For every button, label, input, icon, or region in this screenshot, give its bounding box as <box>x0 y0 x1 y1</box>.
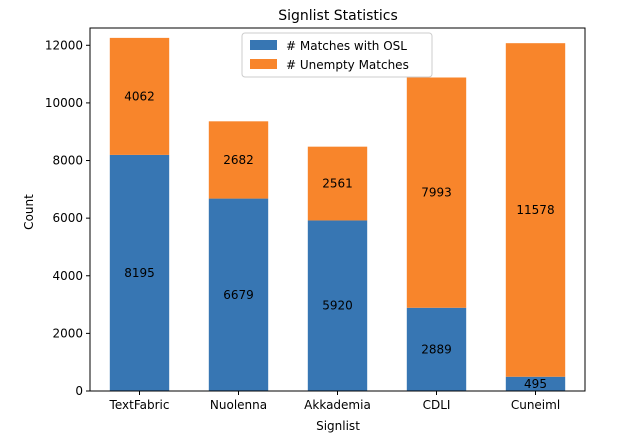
bar-textfabric-series-2 <box>109 37 170 155</box>
x-tick-label: Cuneiml <box>511 398 560 412</box>
y-tick-label: 12000 <box>45 38 83 52</box>
y-tick-label: 8000 <box>52 154 83 168</box>
data-label: 5920 <box>322 299 353 313</box>
legend-swatch <box>250 59 277 69</box>
bar-textfabric-series-1 <box>109 154 170 391</box>
y-axis-label: Count <box>22 194 36 230</box>
y-tick-label: 0 <box>75 384 83 398</box>
data-label: 495 <box>524 377 547 391</box>
chart-title: Signlist Statistics <box>278 8 398 24</box>
x-tick-label: CDLI <box>423 398 451 412</box>
data-label: 2889 <box>421 342 452 356</box>
data-label: 7993 <box>421 186 452 200</box>
bar-cuneiml-series-1 <box>505 376 566 391</box>
x-tick-label: TextFabric <box>109 398 170 412</box>
bars-layer <box>109 37 566 391</box>
bar-cdli-series-1 <box>406 307 467 391</box>
legend-swatch <box>250 40 277 50</box>
y-tick-label: 10000 <box>45 96 83 110</box>
x-tick-label: Akkademia <box>304 398 371 412</box>
axes-layer: 0 2000 4000 6000 8000 10000 12000 TextFabric Nuo… <box>45 27 586 412</box>
data-label: 4062 <box>124 89 155 103</box>
data-label: 2561 <box>322 177 353 191</box>
y-tick-label: 6000 <box>52 211 83 225</box>
bar-nuolenna-series-1 <box>208 198 269 391</box>
legend-box <box>241 32 433 78</box>
bar-cuneiml-series-2 <box>505 43 566 377</box>
data-label: 2682 <box>223 153 254 167</box>
data-label: 6679 <box>223 288 254 302</box>
legend-entry: # Matches with OSL <box>286 39 407 53</box>
x-tick-label: Nuolenna <box>210 398 267 412</box>
bar-akkademia-series-1 <box>307 220 368 391</box>
legend-entry: # Unempty Matches <box>286 58 409 72</box>
bar-nuolenna-series-2 <box>208 121 269 199</box>
legend: # Matches with OSL # Unempty Matches <box>241 32 433 78</box>
bar-cdli-series-2 <box>406 77 467 308</box>
data-labels-layer: 8195 4062 6679 2682 5920 2561 2889 7993 495 11578 <box>124 89 554 390</box>
x-axis-label: Signlist <box>316 419 360 433</box>
data-label: 11578 <box>516 203 554 217</box>
y-tick-label: 2000 <box>52 326 83 340</box>
y-tick-label: 4000 <box>52 269 83 283</box>
data-label: 8195 <box>124 266 155 280</box>
bar-akkademia-series-2 <box>307 146 368 221</box>
